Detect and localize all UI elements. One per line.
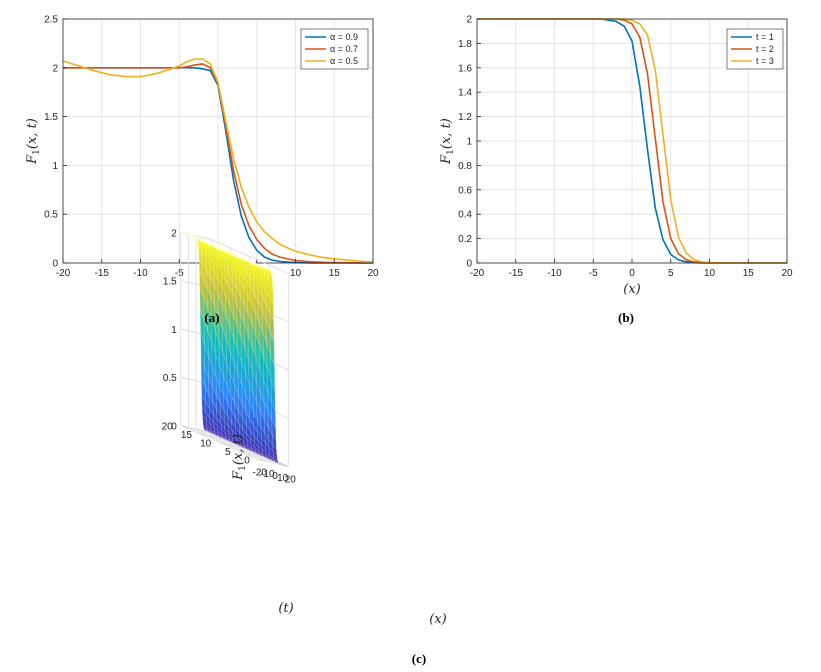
x-tick-label: -20: [253, 467, 268, 478]
t-axis-label: (t): [278, 601, 293, 616]
y-tick-label: 0: [466, 259, 472, 270]
y-tick-label: 1: [466, 137, 472, 148]
z-tick-label: 2: [171, 228, 177, 239]
t-tick-label: 15: [181, 430, 193, 441]
x-tick-label: 0: [629, 268, 635, 279]
y-tick-label: 1.8: [458, 39, 472, 50]
x-tick-label: -10: [260, 469, 275, 480]
y-tick-label: 1.4: [458, 88, 472, 99]
x-tick-label: -20: [470, 268, 485, 279]
y-tick-label: 0.8: [458, 161, 472, 172]
x-tick-label: -5: [175, 268, 184, 279]
x-tick-label: 15: [743, 268, 755, 279]
y-tick-label: 0.5: [44, 210, 58, 221]
t-tick-label: 10: [200, 438, 212, 449]
x-tick-label: 20: [285, 475, 297, 486]
legend: t = 1 t = 2 t = 3: [726, 28, 784, 70]
z-axis-label: F1(x, t): [231, 434, 248, 481]
surface-patch: [283, 464, 289, 467]
x-tick-label: -15: [95, 268, 110, 279]
z-tick-label: 0: [171, 421, 177, 432]
y-tick-label: 0.6: [458, 185, 472, 196]
y-tick-label: 1.2: [458, 112, 472, 123]
x-tick-label: 20: [781, 268, 793, 279]
legend-label-2: α = 0.7: [330, 44, 358, 54]
y-tick-label: 1.6: [458, 63, 472, 74]
y-axis-label: F1(x, t): [439, 118, 456, 165]
x-tick-label: -20: [56, 268, 71, 279]
y-tick-label: 0.2: [458, 234, 472, 245]
y-tick-label: 0: [52, 259, 58, 270]
caption-b: (b): [618, 310, 634, 325]
x-tick-label: -10: [133, 268, 148, 279]
y-tick-label: 2.5: [44, 15, 58, 26]
x-tick-label: -10: [547, 268, 562, 279]
y-tick-label: 0.4: [458, 210, 472, 221]
caption-a: (a): [204, 310, 219, 325]
t-tick-label: 20: [162, 421, 174, 432]
y-tick-label: 2: [466, 15, 472, 26]
series-line-3: [62, 58, 374, 263]
wall-grid-z-back: [180, 232, 212, 240]
wall-grid-z-side: [211, 239, 289, 274]
z-tick-label: 0.5: [163, 373, 177, 384]
chart-c-surface: -20-100 10200510152000.511.52(x)(t)F1(x, …: [162, 228, 447, 627]
x-tick-label: -15: [509, 268, 524, 279]
x-tick-label: 15: [329, 268, 341, 279]
x-tick-label: 20: [367, 268, 379, 279]
legend: α = 0.9 α = 0.7 α = 0.5: [300, 28, 369, 70]
chart-b: -20 -15 -10 -5 0 5 10 15 20 0 0.2 0.4 0.6 0.8 1 1.2 1.4 1…: [439, 15, 793, 298]
x-axis-label: (x): [623, 282, 640, 297]
y-tick-label: 1: [52, 161, 58, 172]
x-tick-label: 10: [277, 473, 289, 484]
x-tick-label: 0: [272, 471, 278, 482]
z-tick-label: 1.5: [163, 277, 177, 288]
x-axis-label: (x): [429, 612, 446, 627]
y-tick-label: 1.5: [44, 112, 58, 123]
t-tick-label: 5: [225, 447, 231, 458]
x-tick-label: 10: [290, 268, 302, 279]
legend-label-1: α = 0.9: [330, 32, 358, 42]
t-tick-label: 0: [244, 455, 250, 466]
floor-grid-t: [257, 459, 289, 467]
legend-label-3: t = 3: [756, 56, 774, 66]
x-tick-label: 5: [668, 268, 674, 279]
legend-label-1: t = 1: [756, 32, 774, 42]
x-tick-label: 10: [704, 268, 716, 279]
y-axis-label: F1(x, t): [25, 118, 42, 165]
y-tick-label: 2: [52, 63, 58, 74]
z-tick-label: 1: [171, 325, 177, 336]
legend-label-3: α = 0.5: [330, 56, 358, 66]
legend-label-2: t = 2: [756, 44, 774, 54]
wall-grid-z-back: [180, 425, 212, 433]
x-tick-label: -5: [589, 268, 598, 279]
caption-c: (c): [412, 651, 426, 666]
